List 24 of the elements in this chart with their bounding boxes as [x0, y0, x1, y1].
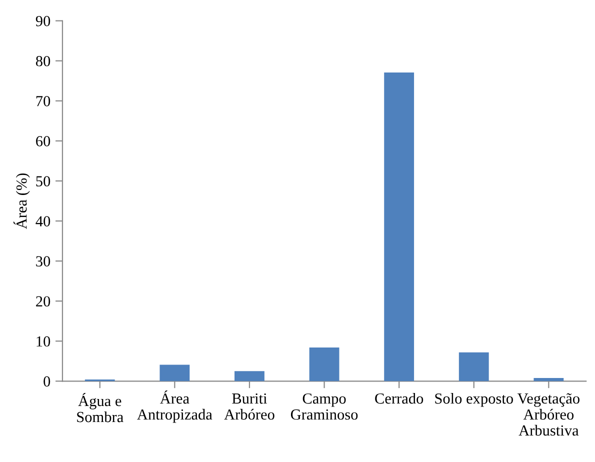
y-tick-label: 80	[36, 56, 50, 66]
bar	[534, 378, 564, 382]
y-axis-title: Área (%)	[14, 173, 30, 230]
y-tick-label: 50	[36, 176, 50, 186]
x-tick-label: Campo Graminoso	[290, 393, 358, 420]
bar	[234, 371, 264, 382]
x-tick-label: Água e Sombra	[77, 392, 124, 422]
y-tick-label: 20	[36, 296, 50, 307]
x-tick-label: Vegetação Arbóreo Arbustiva	[517, 393, 580, 436]
bar	[309, 348, 340, 382]
y-tick-label: 30	[36, 256, 50, 266]
x-tick-label: Cerrado	[375, 392, 424, 404]
y-tick-label: 40	[36, 216, 50, 226]
y-tick-label: 10	[36, 336, 50, 347]
bar	[160, 364, 190, 382]
y-tick-label: 70	[36, 96, 50, 106]
y-tick-label: 0	[44, 376, 50, 387]
x-tick-label: Solo exposto	[435, 392, 513, 407]
bar	[458, 352, 489, 382]
x-tick-label: Buriti Arbóreo	[224, 393, 274, 420]
y-tick-label: 60	[36, 136, 50, 146]
y-tick-label: 90	[36, 16, 50, 26]
bar	[384, 72, 414, 382]
x-tick-label: Área Antropizada	[137, 390, 212, 423]
